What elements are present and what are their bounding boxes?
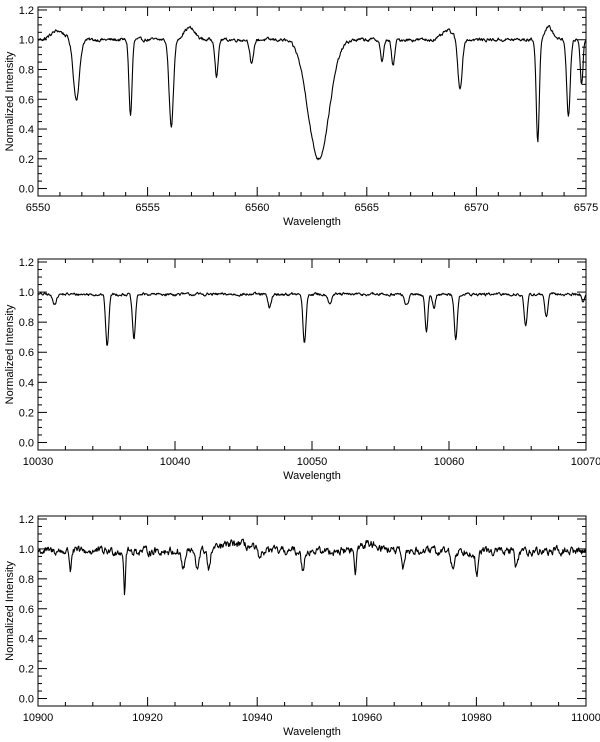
x-tick-label: 10920 <box>132 712 163 724</box>
x-tick-label: 10030 <box>23 456 54 468</box>
x-tick-label: 10940 <box>242 712 273 724</box>
x-tick-label: 6550 <box>26 202 50 214</box>
spectrum-panel-1: 6550 6555 6560 6565 6570 6575 0.0 0.2 0.4 0.6 0.8 1… <box>4 5 598 228</box>
y-tick-label: 1.2 <box>19 257 34 269</box>
x-tick-label: 6575 <box>574 202 598 214</box>
y-tick-label: 0.2 <box>19 664 34 676</box>
y-tick-label: 1.2 <box>19 514 34 526</box>
y-tick-label: 0.8 <box>19 65 34 77</box>
x-tick-label: 10980 <box>461 712 492 724</box>
spectrum-line <box>37 538 587 596</box>
y-tick-label: 0.0 <box>19 184 34 196</box>
spectrum-panel-3: 10900 10920 10940 10960 10980 11000 0.0 0.2 0.4 0… <box>4 514 600 738</box>
spectrum-line <box>37 25 587 161</box>
y-tick-label: 0.4 <box>19 124 34 136</box>
spectrum-line <box>37 291 587 346</box>
y-tick-label: 0.4 <box>19 634 34 646</box>
x-tick-label: 10050 <box>297 456 328 468</box>
y-tick-label: 0.8 <box>19 574 34 586</box>
y-axis-label: Normalized Intensity <box>4 51 16 151</box>
y-tick-label: 1.0 <box>19 287 34 299</box>
x-axis-label: Wavelength <box>283 470 341 482</box>
y-tick-label: 1.0 <box>19 35 34 47</box>
y-tick-label: 0.2 <box>19 407 34 419</box>
x-tick-label: 10070 <box>571 456 600 468</box>
y-tick-label: 0.0 <box>19 694 34 706</box>
x-tick-label: 6570 <box>464 202 488 214</box>
plot-frame <box>37 258 587 451</box>
y-tick-label: 0.4 <box>19 377 34 389</box>
y-tick-label: 0.2 <box>19 154 34 166</box>
y-tick-label: 1.0 <box>19 544 34 556</box>
y-axis-label: Normalized Intensity <box>4 304 16 404</box>
y-tick-label: 0.6 <box>19 94 34 106</box>
x-tick-label: 6565 <box>355 202 379 214</box>
x-tick-label: 10900 <box>23 712 54 724</box>
x-tick-label: 10040 <box>160 456 191 468</box>
y-tick-label: 1.2 <box>19 5 34 17</box>
x-tick-label: 10960 <box>352 712 383 724</box>
x-axis-label: Wavelength <box>283 216 341 228</box>
plot-frame <box>37 6 587 197</box>
y-tick-label: 0.8 <box>19 317 34 329</box>
y-tick-label: 0.6 <box>19 347 34 359</box>
x-tick-label: 6555 <box>135 202 159 214</box>
y-axis-label: Normalized Intensity <box>4 561 16 661</box>
spectrum-panel-2: 10030 10040 10050 10060 10070 0.0 0.2 0.4 0.6 0.8… <box>4 257 600 482</box>
x-tick-label: 6560 <box>245 202 269 214</box>
x-axis-label: Wavelength <box>283 726 341 738</box>
y-tick-label: 0.0 <box>19 437 34 449</box>
y-tick-label: 0.6 <box>19 604 34 616</box>
x-tick-label: 11000 <box>571 712 600 724</box>
x-tick-label: 10060 <box>434 456 465 468</box>
plot-frame <box>37 515 587 707</box>
